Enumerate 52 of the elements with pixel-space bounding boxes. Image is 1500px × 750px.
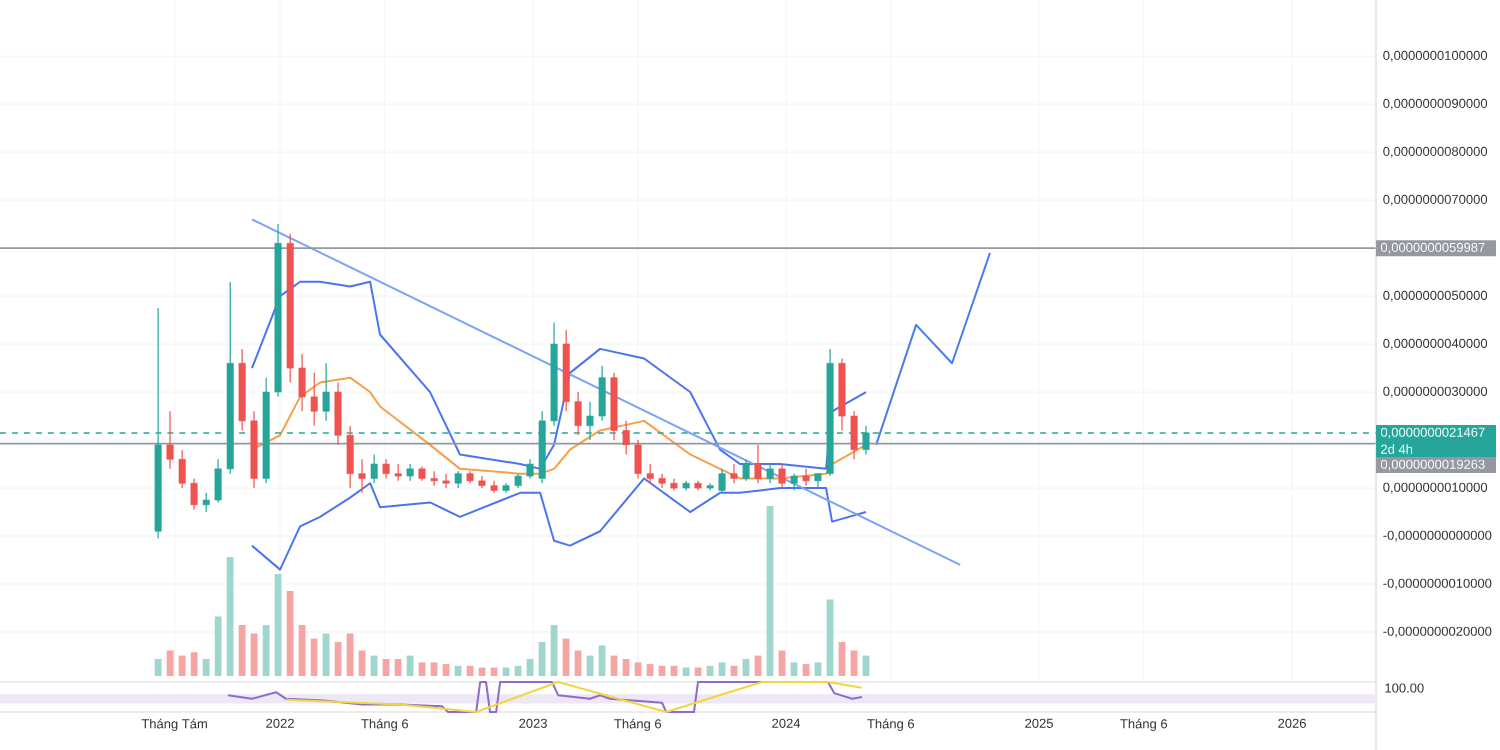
bar — [814, 662, 822, 676]
candlestick — [574, 391, 582, 436]
candlestick — [430, 470, 438, 487]
candlestick — [850, 410, 858, 460]
candlestick — [166, 410, 174, 470]
bar — [310, 638, 318, 676]
candlestick — [334, 381, 342, 446]
bar — [154, 659, 162, 676]
candlestick — [646, 463, 654, 484]
bar — [250, 633, 258, 676]
candlestick — [190, 477, 198, 511]
bar — [238, 625, 246, 676]
bar — [262, 625, 270, 676]
candlestick — [442, 473, 450, 489]
candlestick — [526, 458, 534, 480]
bar — [718, 662, 726, 676]
bar — [178, 655, 186, 676]
candlestick — [298, 353, 306, 412]
candlestick — [322, 362, 330, 422]
candlestick — [766, 463, 774, 484]
candlestick — [622, 420, 630, 456]
line-series — [875, 251, 991, 446]
bar — [190, 652, 198, 676]
bar — [790, 662, 798, 676]
candlestick — [214, 458, 222, 504]
candlestick — [718, 468, 726, 494]
bar — [286, 591, 294, 676]
candlestick — [310, 372, 318, 427]
candlestick — [598, 365, 606, 422]
bar — [418, 662, 426, 676]
bar — [322, 633, 330, 676]
bar — [226, 557, 234, 676]
bar — [214, 616, 222, 676]
candlestick — [778, 463, 786, 489]
candlestick — [730, 463, 738, 484]
bar — [274, 574, 282, 676]
candlestick — [370, 453, 378, 484]
bar — [634, 662, 642, 676]
candlestick — [634, 439, 642, 480]
candlestick — [742, 458, 750, 482]
candlestick — [802, 468, 810, 487]
candlestick — [754, 444, 762, 484]
bar — [166, 650, 174, 676]
candlestick — [382, 458, 390, 480]
candlestick — [358, 458, 366, 494]
candlestick — [178, 449, 186, 489]
candlestick — [658, 473, 666, 489]
candlestick — [202, 492, 210, 513]
bar — [430, 662, 438, 676]
candlestick — [346, 425, 354, 489]
bar — [298, 625, 306, 676]
bar — [202, 659, 210, 676]
